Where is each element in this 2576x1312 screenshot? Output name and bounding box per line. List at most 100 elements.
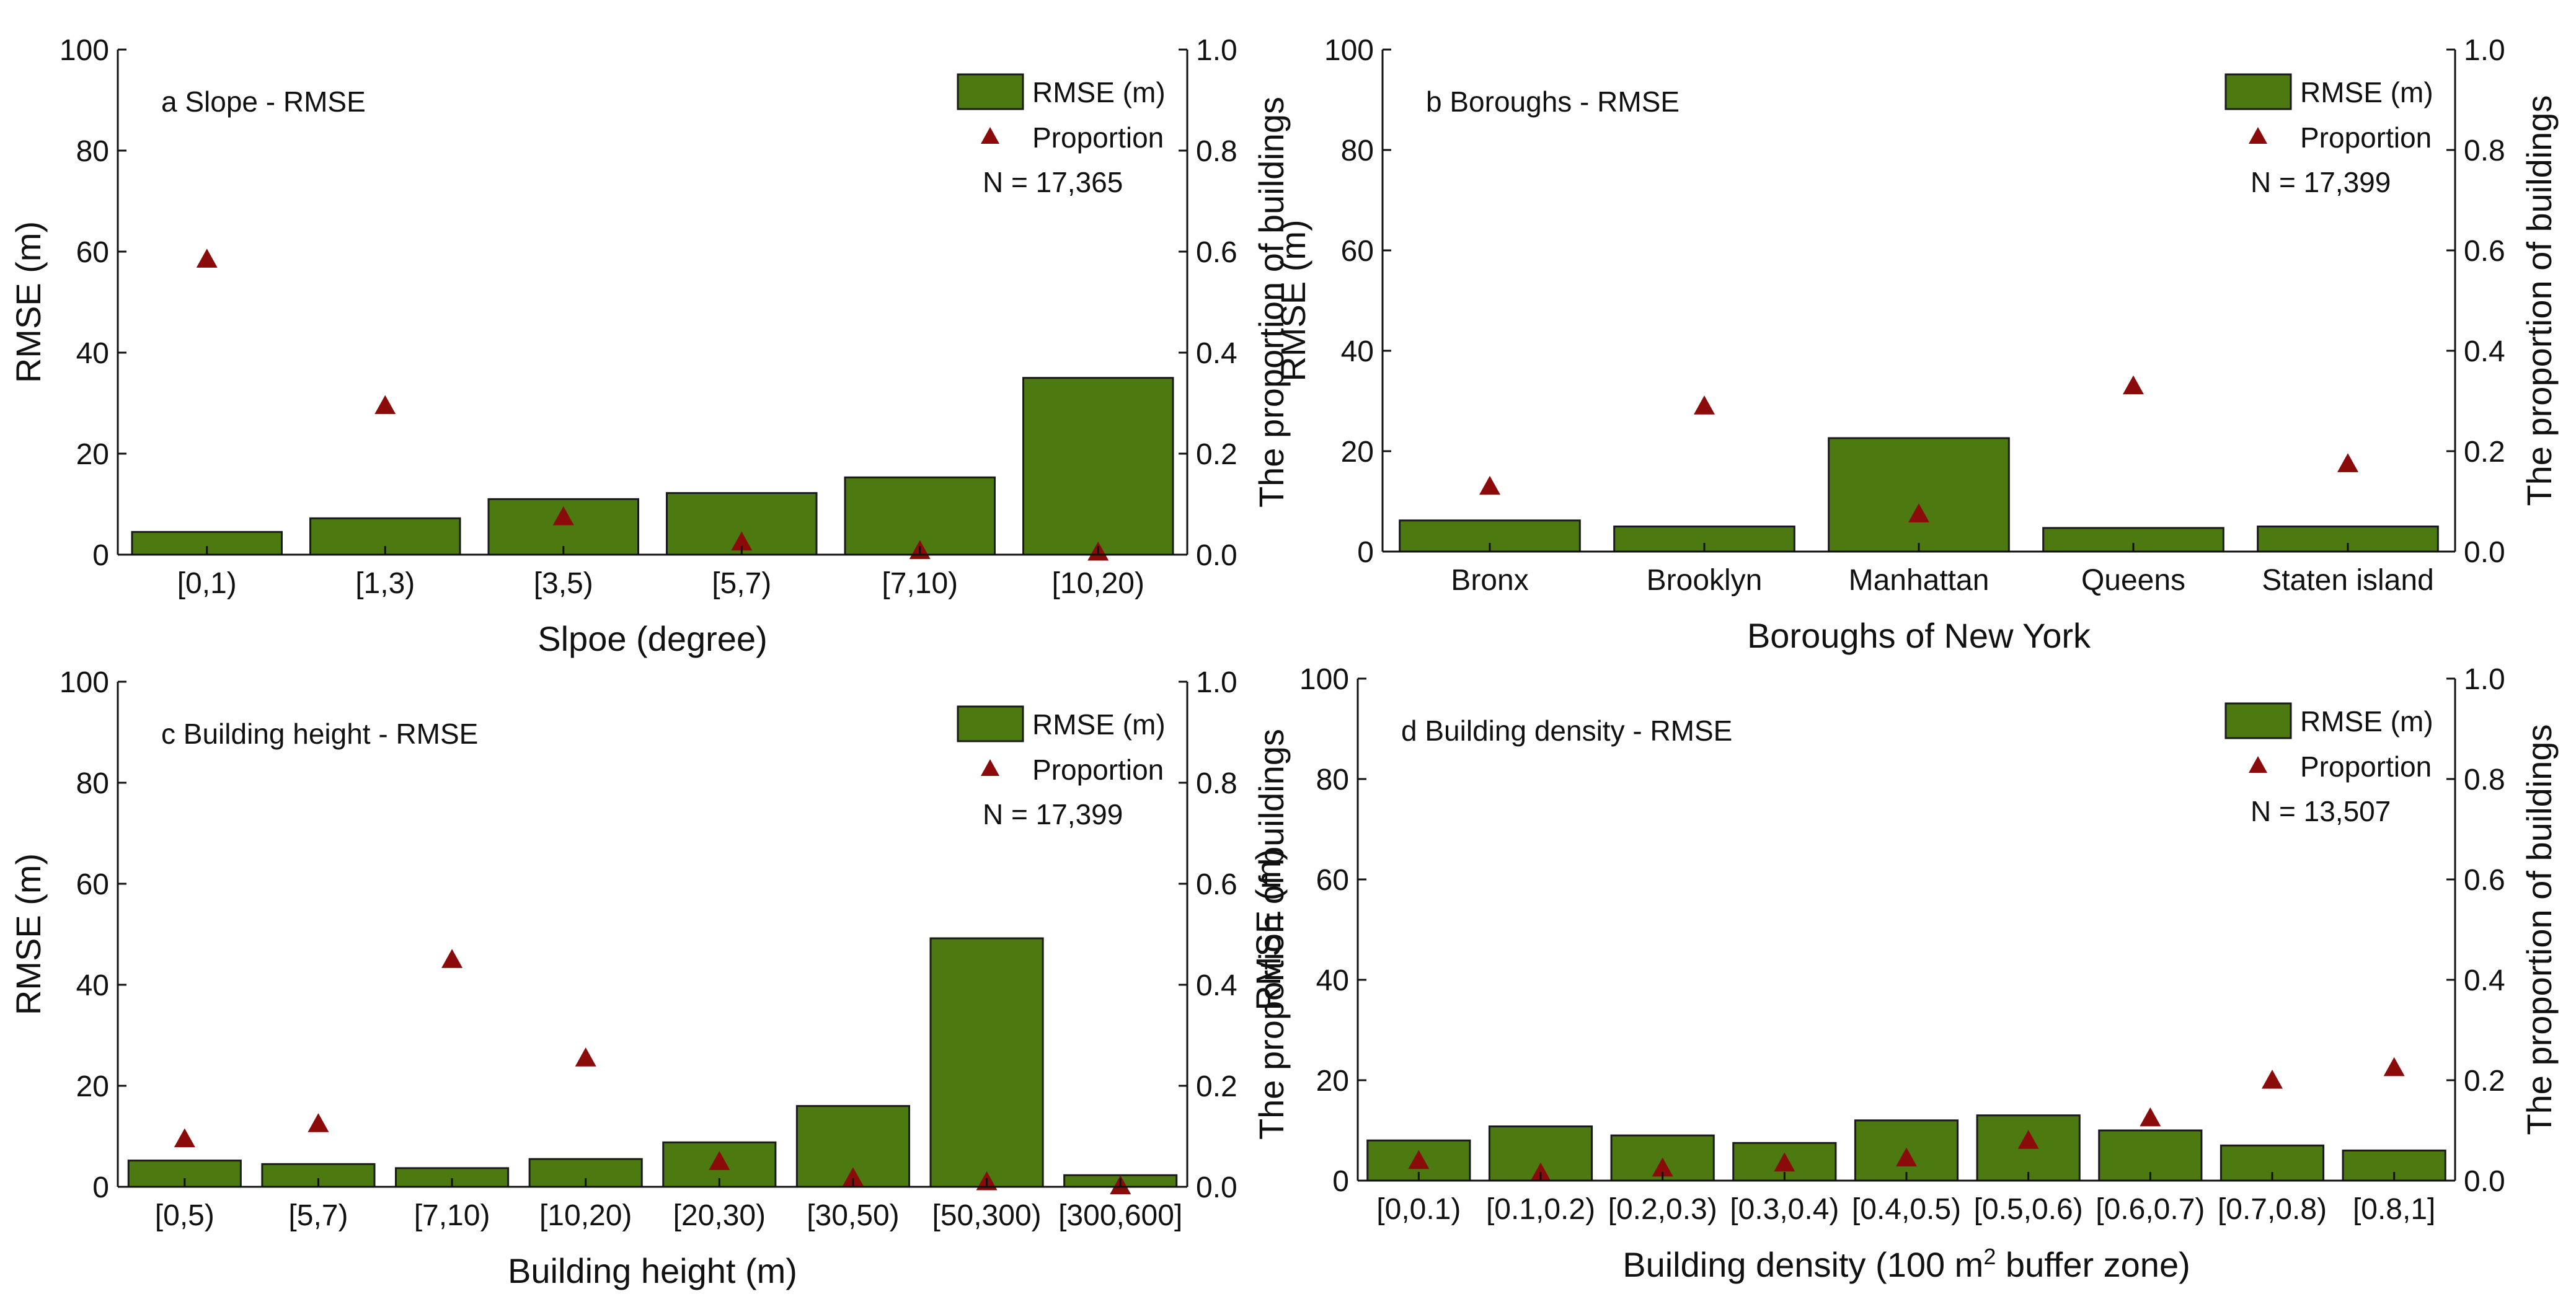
y2-axis-title: The proportion of buildings bbox=[2520, 95, 2559, 506]
x-tick-label: Queens bbox=[2081, 564, 2185, 597]
legend-marker-swatch bbox=[2249, 756, 2267, 773]
x-tick-label: [1,3) bbox=[355, 567, 415, 600]
y2-tick-label: 0.4 bbox=[1196, 969, 1237, 1002]
y-tick-label: 80 bbox=[1316, 764, 1349, 796]
panel-title: d Building density - RMSE bbox=[1401, 715, 1732, 747]
x-tick-label: [0.1,0.2) bbox=[1486, 1193, 1595, 1226]
proportion-marker bbox=[1694, 395, 1715, 415]
legend-sample-size: N = 13,507 bbox=[2251, 795, 2391, 827]
proportion-marker bbox=[308, 1113, 329, 1132]
proportion-marker bbox=[2337, 453, 2358, 472]
y2-tick-label: 1.0 bbox=[1196, 34, 1237, 67]
y-tick-label: 60 bbox=[1341, 235, 1374, 268]
x-tick-label: [3,5) bbox=[534, 567, 593, 600]
x-tick-label: [0,0.1) bbox=[1376, 1193, 1461, 1226]
proportion-marker bbox=[2123, 375, 2144, 395]
y-tick-label: 0 bbox=[92, 539, 109, 572]
proportion-marker bbox=[2262, 1070, 2283, 1089]
y-tick-label: 40 bbox=[76, 337, 109, 370]
y-axis-title: RMSE (m) bbox=[9, 853, 48, 1015]
x-tick-label: [10,20) bbox=[1052, 567, 1144, 600]
x-tick-label: Staten island bbox=[2262, 564, 2434, 597]
x-tick-label: [0.6,0.7) bbox=[2096, 1193, 2205, 1226]
y-tick-label: 100 bbox=[60, 34, 109, 67]
y-tick-label: 40 bbox=[1316, 964, 1349, 997]
rmse-bar bbox=[1828, 437, 2010, 553]
x-tick-label: Brooklyn bbox=[1647, 564, 1763, 597]
x-tick-label: [0.8,1] bbox=[2353, 1193, 2435, 1226]
legend-sample-size: N = 17,365 bbox=[983, 166, 1123, 198]
legend-bar-swatch bbox=[2224, 73, 2292, 110]
y-tick-label: 0 bbox=[92, 1171, 109, 1204]
y2-axis-title: The proportion of buildings bbox=[1252, 729, 1291, 1140]
y2-tick-label: 1.0 bbox=[2464, 34, 2505, 67]
proportion-marker bbox=[196, 249, 218, 268]
y2-tick-label: 0.8 bbox=[2464, 134, 2505, 167]
y2-tick-label: 0.6 bbox=[1196, 868, 1237, 901]
panel-a: 0 20 40 60 80 100 0.0 0.2 0.4 0.6 0.8 1.0 [0,1) [1,3)… bbox=[9, 34, 1291, 658]
x-tick-label: [0.2,0.3) bbox=[1608, 1193, 1717, 1226]
legend-marker-label: Proportion bbox=[2300, 121, 2432, 154]
legend-bar-swatch bbox=[957, 73, 1024, 110]
proportion-marker bbox=[1896, 1147, 1917, 1167]
proportion-marker bbox=[1774, 1152, 1795, 1172]
legend-bar-swatch bbox=[957, 705, 1024, 742]
y2-tick-label: 0.6 bbox=[2464, 235, 2505, 268]
proportion-marker bbox=[1408, 1150, 1430, 1169]
legend-marker-label: Proportion bbox=[1032, 754, 1164, 786]
proportion-marker bbox=[2383, 1057, 2405, 1076]
proportion-marker bbox=[374, 395, 396, 415]
legend-marker-swatch bbox=[2249, 127, 2267, 144]
y-tick-label: 100 bbox=[1299, 663, 1349, 696]
y2-tick-label: 0.0 bbox=[2464, 1165, 2505, 1198]
x-tick-label: [7,10) bbox=[882, 567, 958, 600]
y2-tick-label: 0.8 bbox=[2464, 764, 2505, 796]
y-tick-label: 20 bbox=[1316, 1065, 1349, 1098]
y-tick-label: 0 bbox=[1357, 536, 1374, 569]
legend-bar-label: RMSE (m) bbox=[2300, 76, 2433, 108]
proportion-marker bbox=[2140, 1107, 2161, 1127]
y2-tick-label: 0.0 bbox=[2464, 536, 2505, 569]
proportion-marker bbox=[174, 1128, 195, 1148]
y2-tick-label: 0.2 bbox=[2464, 1065, 2505, 1098]
proportion-marker bbox=[842, 1167, 864, 1186]
y2-tick-label: 0.6 bbox=[2464, 864, 2505, 897]
legend-bar-label: RMSE (m) bbox=[1032, 76, 1166, 108]
legend-bar-label: RMSE (m) bbox=[2300, 705, 2433, 737]
panel-title: c Building height - RMSE bbox=[161, 718, 478, 750]
x-tick-label: [50,300) bbox=[932, 1199, 1041, 1232]
x-tick-label: [30,50) bbox=[807, 1199, 899, 1232]
y2-axis-title: The proportion of buildings bbox=[1252, 97, 1291, 508]
x-tick-label: [5,7) bbox=[288, 1199, 348, 1232]
x-axis-title: Boroughs of New York bbox=[1747, 616, 2091, 655]
y2-tick-label: 0.8 bbox=[1196, 135, 1237, 168]
legend-sample-size: N = 17,399 bbox=[983, 798, 1123, 830]
proportion-marker bbox=[731, 531, 753, 551]
y2-tick-label: 0.4 bbox=[1196, 337, 1237, 370]
proportion-marker bbox=[1652, 1157, 1673, 1177]
x-tick-label: [0.5,0.6) bbox=[1974, 1193, 2083, 1226]
y2-tick-label: 1.0 bbox=[1196, 666, 1237, 699]
y2-axis-title: The proportion of buildings bbox=[2520, 724, 2559, 1135]
y2-tick-label: 0.4 bbox=[2464, 964, 2505, 997]
x-tick-label: [20,30) bbox=[673, 1199, 766, 1232]
legend-marker-label: Proportion bbox=[1032, 121, 1164, 154]
x-axis-title: Building density (100 m2 buffer zone) bbox=[1622, 1244, 2190, 1284]
x-tick-label: [300,600] bbox=[1058, 1199, 1182, 1232]
legend-marker-swatch bbox=[981, 127, 999, 144]
y-tick-label: 20 bbox=[1341, 436, 1374, 469]
x-tick-label: [10,20) bbox=[539, 1199, 632, 1232]
rmse-bar bbox=[1022, 377, 1174, 556]
y-axis-title: RMSE (m) bbox=[1273, 219, 1312, 381]
x-tick-label: Bronx bbox=[1451, 564, 1528, 597]
y-tick-label: 100 bbox=[1324, 34, 1374, 67]
x-tick-label: [0,1) bbox=[177, 567, 237, 600]
y2-tick-label: 0.2 bbox=[2464, 436, 2505, 469]
legend-bar-label: RMSE (m) bbox=[1032, 708, 1166, 741]
y2-tick-label: 0.0 bbox=[1196, 1171, 1237, 1204]
y-tick-label: 60 bbox=[1316, 864, 1349, 897]
y2-tick-label: 0.6 bbox=[1196, 236, 1237, 269]
legend-marker-label: Proportion bbox=[2300, 751, 2432, 783]
legend-marker-swatch bbox=[981, 759, 999, 776]
